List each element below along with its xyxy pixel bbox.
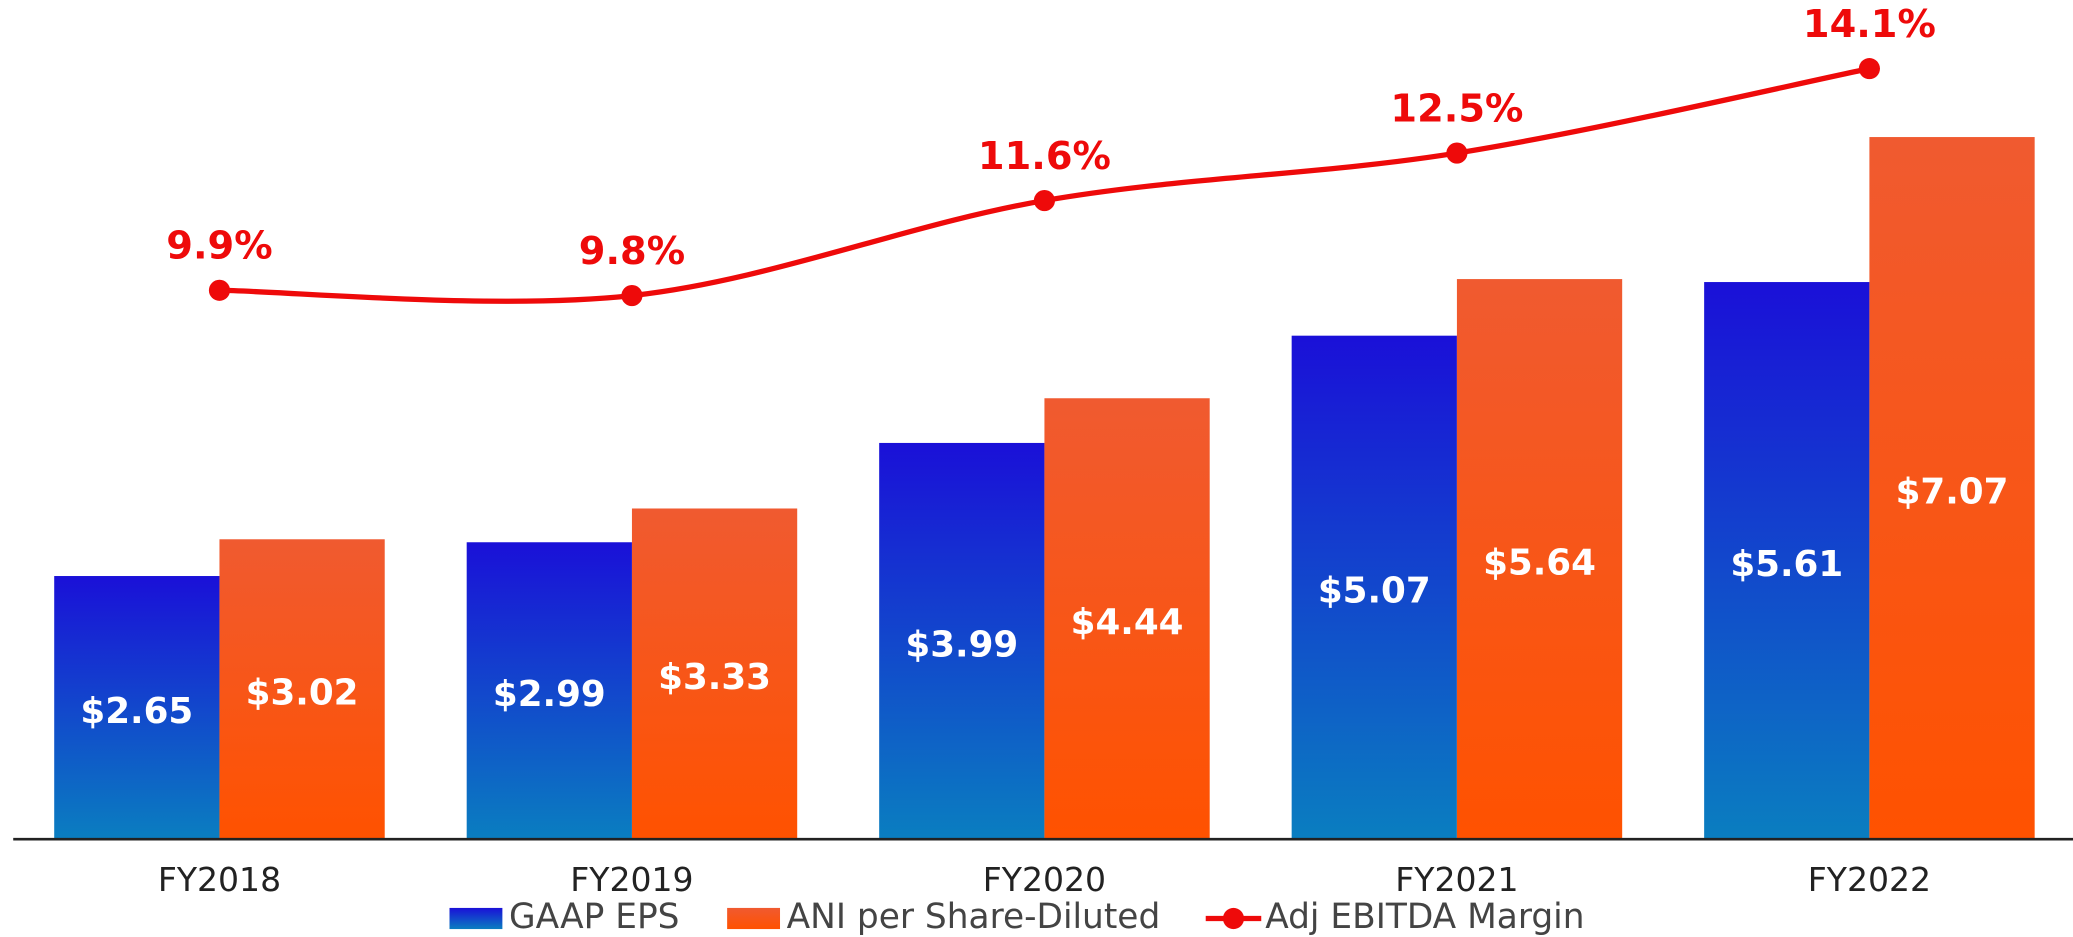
line (219, 66, 1870, 304)
x-tick-label: FY2020 (983, 860, 1106, 899)
legend-swatch (727, 907, 781, 930)
line-point (621, 284, 643, 307)
legend-swatch (449, 907, 503, 930)
bar (1456, 279, 1623, 840)
line-point (1858, 58, 1880, 80)
bar (1869, 137, 2035, 840)
data-label: 14.1% (1803, 2, 1936, 47)
data-label: $2.65 (80, 691, 193, 732)
legend-label: GAAP EPS (509, 897, 680, 937)
x-tick-label: FY2021 (1395, 860, 1518, 899)
x-tick-label: FY2022 (1808, 860, 1931, 899)
bar (631, 508, 798, 840)
bar (879, 442, 1045, 840)
legend-swatch (1222, 907, 1245, 930)
data-label: $5.64 (1483, 542, 1596, 583)
data-label: $3.02 (246, 673, 359, 714)
data-label: 9.8% (579, 229, 685, 274)
bar (466, 542, 632, 840)
x-tick-label: FY2018 (158, 860, 281, 899)
bar (54, 576, 220, 840)
bar (219, 539, 385, 840)
data-label: 11.6% (978, 134, 1111, 179)
data-label: $7.07 (1896, 471, 2009, 512)
line-point (1033, 189, 1056, 212)
data-label: $5.61 (1730, 544, 1843, 585)
data-label: 9.9% (166, 224, 272, 269)
data-label: $3.99 (905, 624, 1018, 665)
bar (1704, 282, 1870, 840)
data-label: 12.5% (1390, 86, 1523, 131)
legend-label: ANI per Share-Diluted (787, 897, 1161, 937)
data-label: $2.99 (493, 674, 606, 715)
data-label: $4.44 (1071, 602, 1184, 643)
bar (1044, 398, 1210, 840)
line-point (208, 279, 231, 301)
legend-label: Adj EBITDA Margin (1265, 897, 1584, 937)
data-label: $3.33 (658, 657, 771, 698)
data-label: $5.07 (1318, 571, 1431, 612)
x-tick-label: FY2019 (570, 860, 693, 899)
line-point (1446, 142, 1468, 164)
bar (1291, 335, 1457, 840)
